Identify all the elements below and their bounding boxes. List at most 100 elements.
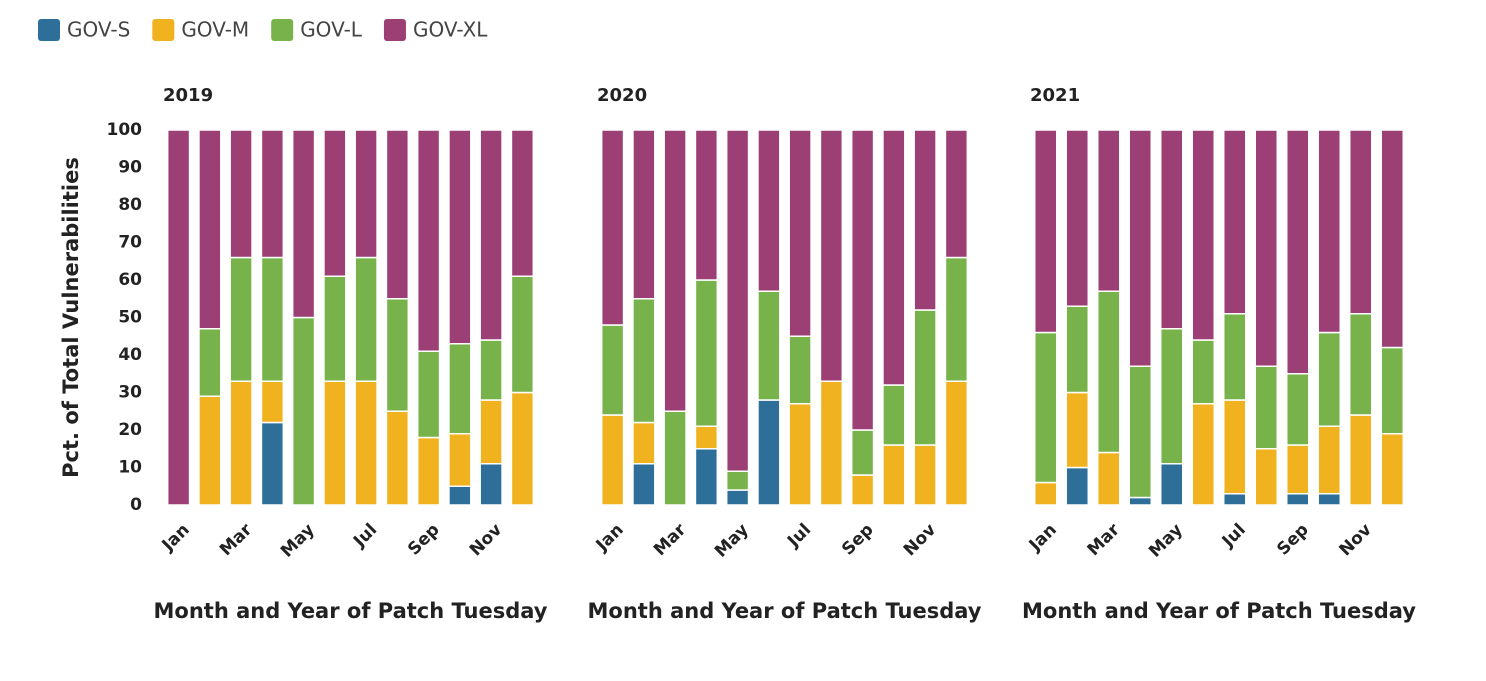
bar-segment [632, 463, 656, 506]
bar-segment [416, 129, 441, 352]
bar-segment [448, 485, 472, 506]
bar-segment [1065, 391, 1090, 469]
bar-segment [448, 343, 472, 435]
bar-segment [913, 129, 937, 311]
bar-segment [1191, 129, 1216, 341]
bar-segment [1317, 493, 1342, 506]
bar-segment [632, 129, 656, 300]
bar-segment [819, 380, 844, 506]
bar-segment [385, 129, 410, 300]
bar-segment [788, 335, 812, 405]
bar-segment [323, 275, 347, 382]
x-tick-label: Nov [466, 520, 506, 560]
x-tick-label: Jan [592, 520, 628, 556]
bar-segment [1128, 365, 1153, 499]
bar-segment [694, 279, 719, 427]
bar-segment [850, 129, 875, 431]
bar-segment [260, 256, 285, 382]
x-tick-label: Jul [349, 520, 381, 552]
bar-segment [632, 421, 656, 465]
bar-segment [882, 384, 906, 446]
bar-segment [1254, 448, 1279, 506]
y-axis-label: Pct. of Total Vulnerabilities [59, 157, 83, 478]
legend-swatch [38, 19, 60, 41]
bar-segment [1096, 451, 1121, 506]
bar-segment [600, 414, 625, 506]
bar-segment [1159, 129, 1184, 330]
x-tick-label: Mar [216, 519, 257, 560]
bar-segment [1285, 493, 1310, 506]
bar-segment [1254, 365, 1279, 450]
bar-segment [1128, 129, 1153, 367]
panel-title: 2020 [597, 85, 647, 106]
legend-swatch [152, 19, 175, 41]
bar-segment [260, 421, 285, 506]
bar-segment [725, 489, 750, 506]
bar-segment [1159, 463, 1184, 506]
bar-segment [1159, 328, 1184, 465]
legend-swatch [271, 19, 294, 41]
bar-segment [229, 380, 253, 506]
y-tick-label: 30 [118, 383, 142, 403]
y-tick-label: 80 [118, 195, 142, 215]
bar-segment [725, 470, 750, 491]
bar-segment [757, 399, 781, 506]
bar-segment [510, 275, 535, 394]
legend-label: GOV-M [181, 18, 249, 42]
bar-segment [1096, 290, 1121, 454]
panel-title: 2019 [163, 85, 213, 106]
bar-segment [479, 129, 503, 341]
bar-segment [229, 129, 253, 259]
y-tick-label: 20 [118, 420, 142, 440]
bar-segment [354, 129, 378, 259]
bar-segment [260, 380, 285, 424]
x-tick-label: May [711, 520, 753, 562]
bar-segment [757, 129, 781, 292]
bar-segment [1348, 129, 1373, 315]
bar-segment [323, 129, 347, 277]
bar-segment [198, 395, 222, 506]
bar-segment [1285, 444, 1310, 495]
bar-segment [1222, 129, 1247, 315]
bar-segment [1033, 481, 1058, 506]
x-axis-label: Month and Year of Patch Tuesday [154, 599, 548, 623]
bar-segment [600, 324, 625, 416]
y-tick-label: 60 [118, 270, 142, 290]
bar-segment [757, 290, 781, 401]
bar-segment [1380, 129, 1405, 349]
bar-segment [632, 298, 656, 424]
legend-label: GOV-L [300, 18, 363, 42]
bar-segment [448, 129, 472, 345]
x-tick-label: May [1145, 520, 1187, 562]
bar-segment [1348, 414, 1373, 506]
bar-segment [944, 256, 969, 382]
bar-segment [913, 444, 937, 506]
bar-segment [1222, 313, 1247, 401]
bar-segment [882, 129, 906, 386]
bar-segment [694, 425, 719, 450]
x-tick-label: Jul [783, 520, 815, 552]
bar-segment [291, 129, 316, 319]
bar-segment [1254, 129, 1279, 367]
bar-segment [1222, 399, 1247, 495]
bar-segment [1191, 339, 1216, 405]
x-tick-label: Jul [1218, 520, 1250, 552]
bar-segment [416, 350, 441, 439]
bar-segment [229, 256, 253, 382]
x-tick-label: Sep [1273, 520, 1313, 560]
bar-segment [944, 380, 969, 506]
bar-segment [1065, 305, 1090, 394]
bar-segment [1222, 493, 1247, 506]
bar-segment [198, 129, 222, 330]
bar-segment [788, 403, 812, 506]
x-axis-label: Month and Year of Patch Tuesday [1022, 599, 1416, 623]
bar-segment [385, 298, 410, 412]
bar-segment [1033, 331, 1058, 484]
bar-segment [600, 129, 625, 326]
bar-segment [913, 309, 937, 446]
bar-segment [850, 474, 875, 506]
bar-segment [1317, 425, 1342, 495]
bar-segment [166, 129, 191, 506]
legend-label: GOV-S [67, 18, 130, 42]
x-tick-label: Jan [158, 520, 194, 556]
